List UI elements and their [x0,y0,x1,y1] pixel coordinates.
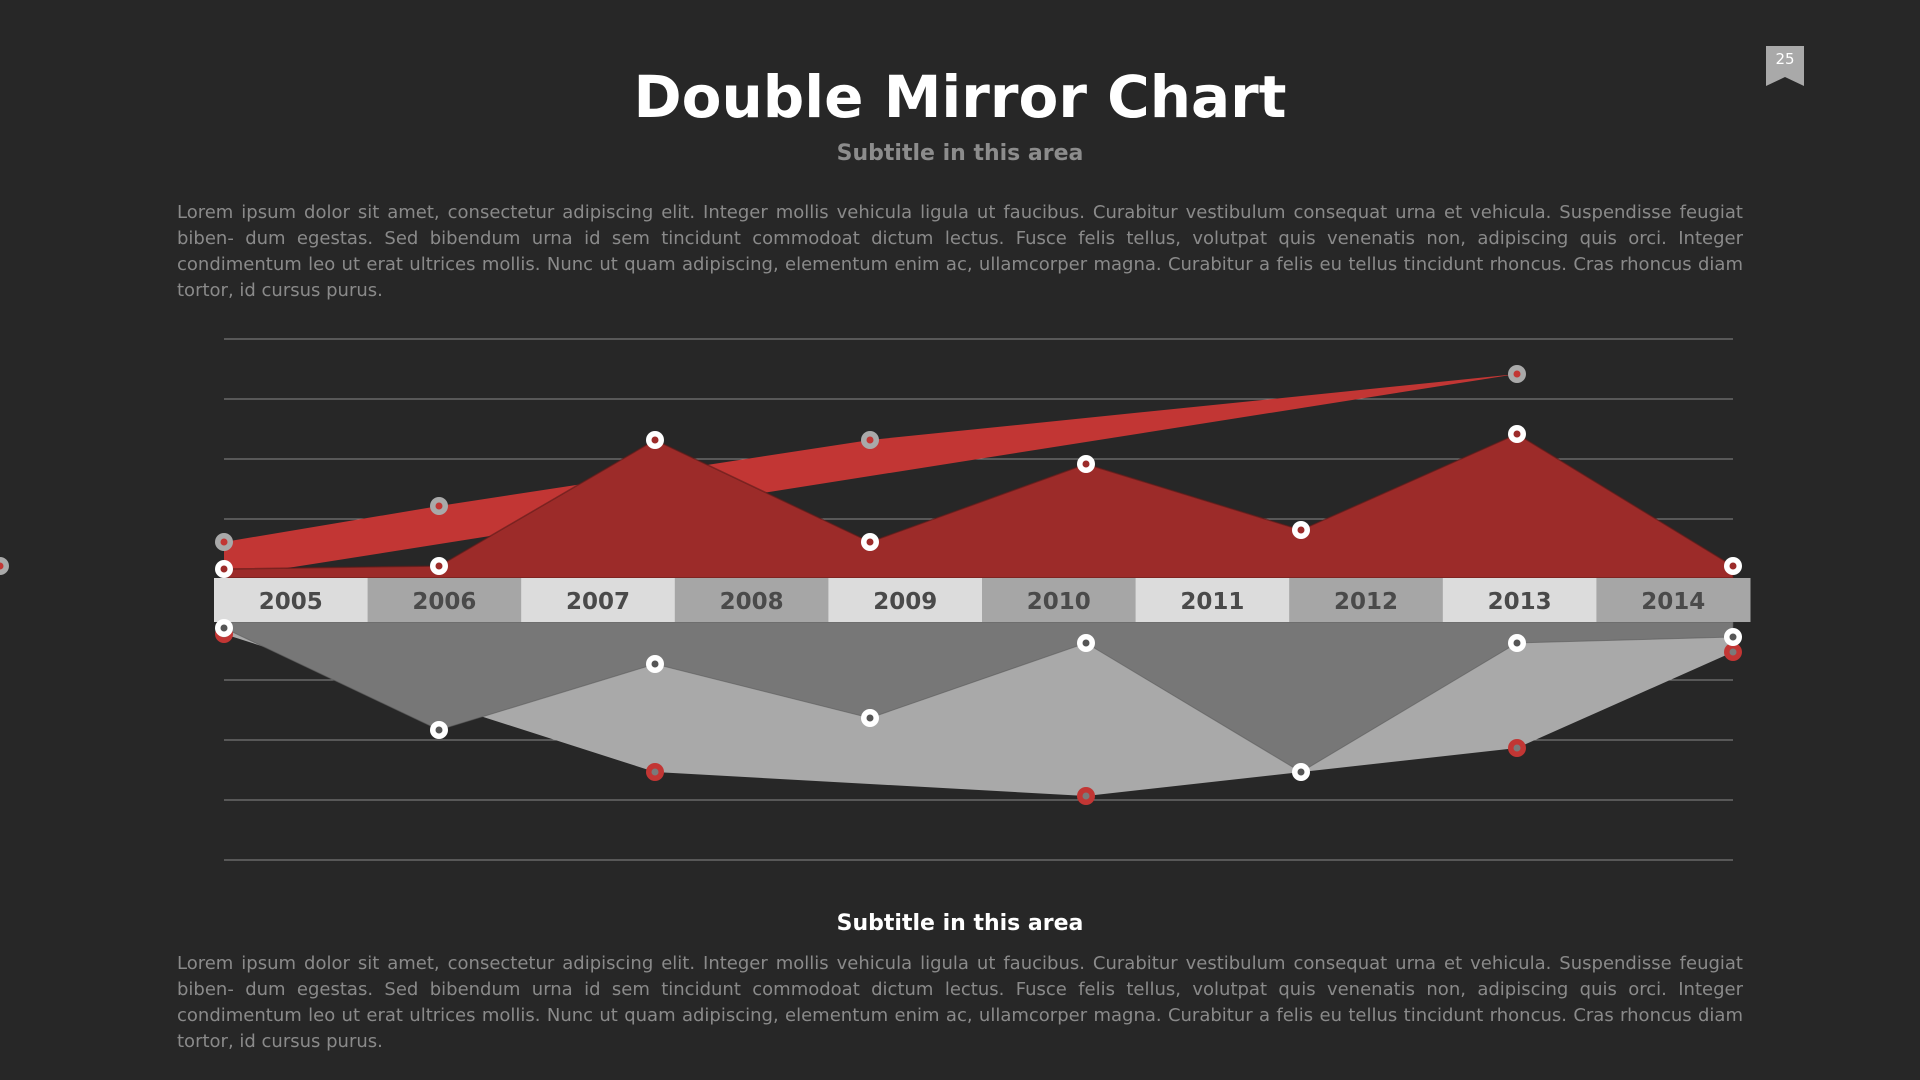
chart-areas [223,374,1734,796]
page-subtitle: Subtitle in this area [836,141,1084,166]
upper-light-point-center [1513,370,1521,378]
category-cell [521,578,676,622]
upper-light-point-center [435,502,443,510]
lower-dark-point-center [1082,639,1090,647]
category-cell [214,578,369,622]
category-cell [982,578,1137,622]
category-label: 2010 [1027,589,1091,615]
category-label: 2011 [1180,589,1244,615]
upper-dark-point-center [651,436,659,444]
lower-dark-point-center [435,726,443,734]
page-title: Double Mirror Chart [633,63,1287,131]
category-label: 2009 [873,589,937,615]
body-text-bottom: Lorem ipsum dolor sit amet, consectetur … [177,953,1743,1052]
category-label: 2008 [720,589,784,615]
section-subtitle: Subtitle in this area [836,911,1084,936]
category-label: 2006 [412,589,476,615]
lower-dark-point-center [1513,639,1521,647]
upper-light-point-center [866,436,874,444]
upper-dark-point-center [1297,526,1305,534]
lower-light-point-center [1729,648,1737,656]
lower-dark-point-center [1729,633,1737,641]
upper-dark-point-center [435,562,443,570]
lower-light-point-center [1082,792,1090,800]
upper-dark-point-center [866,538,874,546]
upper-dark-point-center [220,565,228,573]
category-label: 2013 [1488,589,1552,615]
upper-light-point [0,557,9,575]
bookmark-icon [1766,46,1804,86]
category-cell [674,578,829,622]
lower-light-point-center [1513,744,1521,752]
page-number: 25 [1775,50,1795,68]
category-label: 2005 [259,589,323,615]
chart-markers [0,365,1742,805]
upper-light-point-center [0,562,4,570]
lower-dark-point-center [1297,768,1305,776]
lower-light-point-center [651,768,659,776]
category-cell [828,578,983,622]
category-cell [1442,578,1597,622]
upper-light-point-center [220,538,228,546]
lower-dark-point-center [866,714,874,722]
category-label: 2014 [1641,589,1705,615]
category-label: 2007 [566,589,630,615]
category-cell [1289,578,1444,622]
lower-dark-point-center [220,624,228,632]
upper-dark-point-center [1082,460,1090,468]
category-cell [1596,578,1751,622]
category-band: 2005 2006 2007 2008 2009 2010 2011 2012 2013 2014 [214,578,1751,622]
upper-dark-point-center [1513,430,1521,438]
lower-dark-point-center [651,660,659,668]
upper-dark-point-center [1729,562,1737,570]
category-label: 2012 [1334,589,1398,615]
page-number-badge: 25 [1766,46,1804,86]
category-cell [367,578,522,622]
body-text-top: Lorem ipsum dolor sit amet, consectetur … [177,202,1743,301]
category-cell [1135,578,1290,622]
